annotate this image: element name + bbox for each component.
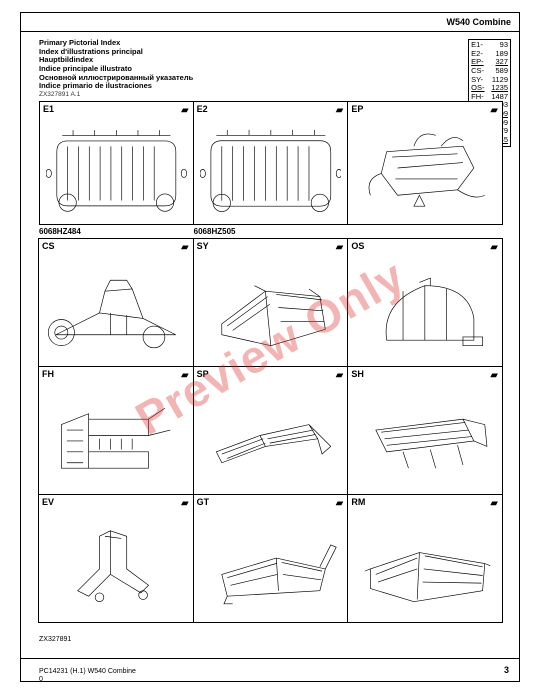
line-art xyxy=(354,255,496,360)
book-icon: ▰ xyxy=(336,370,344,381)
grid-cell-e2: E2 ▰ xyxy=(193,101,349,225)
line-art xyxy=(45,511,187,616)
cell-tag: E1 xyxy=(43,104,54,114)
title-line: Indice primario de ilustraciones xyxy=(39,82,193,91)
cell-tag: GT xyxy=(197,497,210,507)
ref-code: ZX327891 A.1 xyxy=(39,91,80,98)
book-icon: ▰ xyxy=(181,498,189,509)
grid-cell-fh: FH ▰ xyxy=(38,366,194,495)
line-art xyxy=(354,118,496,218)
grid-cell-sy: SY ▰ xyxy=(193,238,349,367)
book-icon: ▰ xyxy=(181,105,189,116)
line-art xyxy=(200,255,342,360)
header-rule xyxy=(21,31,519,32)
line-art xyxy=(354,383,496,488)
cell-tag: RM xyxy=(351,497,365,507)
book-icon: ▰ xyxy=(490,105,498,116)
cell-sub: 6068HZ484 xyxy=(39,227,194,236)
line-art xyxy=(45,255,187,360)
book-icon: ▰ xyxy=(490,370,498,381)
book-icon: ▰ xyxy=(181,242,189,253)
footer-ref: ZX327891 xyxy=(39,636,71,643)
footer-page-number: 3 xyxy=(504,665,509,675)
footer-left: PC14231 (H.1) W540 Combine xyxy=(39,668,136,675)
cell-sub xyxy=(348,227,503,236)
page: W540 Combine Primary Pictorial Index Ind… xyxy=(20,12,520,682)
cell-tag: CS xyxy=(42,241,55,251)
book-icon: ▰ xyxy=(490,498,498,509)
line-art xyxy=(46,118,187,218)
header-title: W540 Combine xyxy=(446,17,511,27)
grid-cell-gt: GT ▰ xyxy=(193,494,349,623)
book-icon: ▰ xyxy=(336,242,344,253)
cell-tag: EP xyxy=(351,104,363,114)
book-icon: ▰ xyxy=(181,370,189,381)
line-art xyxy=(200,511,342,616)
grid-cell-sh: SH ▰ xyxy=(347,366,503,495)
footer-rule xyxy=(21,658,519,659)
book-icon: ▰ xyxy=(336,498,344,509)
sub-row-1: 6068HZ484 6068HZ505 xyxy=(39,227,503,236)
grid-cell-e1: E1 ▰ xyxy=(39,101,194,225)
cell-tag: SP xyxy=(197,369,209,379)
line-art xyxy=(45,383,187,488)
pictorial-grid: E1 ▰ E2 ▰ EP ▰ CS ▰ SY ▰ OS ▰ FH ▰ SP ▰ SH ▰ EV ▰ GT ▰ RM ▰ xyxy=(39,101,503,609)
book-icon: ▰ xyxy=(336,105,344,116)
grid-cell-rm: RM ▰ xyxy=(347,494,503,623)
cell-tag: E2 xyxy=(197,104,208,114)
grid-cell-ev: EV ▰ xyxy=(38,494,194,623)
cell-tag: OS xyxy=(351,241,364,251)
grid-cell-cs: CS ▰ xyxy=(38,238,194,367)
cell-tag: SH xyxy=(351,369,364,379)
grid-cell-os: OS ▰ xyxy=(347,238,503,367)
line-art xyxy=(200,118,342,218)
book-icon: ▰ xyxy=(490,242,498,253)
line-art xyxy=(200,383,342,488)
grid-cell-sp: SP ▰ xyxy=(193,366,349,495)
title-block: Primary Pictorial Index Index d'illustra… xyxy=(39,39,193,91)
cell-tag: SY xyxy=(197,241,209,251)
grid-cell-ep: EP ▰ xyxy=(347,101,503,225)
cell-tag: EV xyxy=(42,497,54,507)
footer-left2: 0 xyxy=(39,676,43,683)
cell-sub: 6068HZ505 xyxy=(194,227,349,236)
cell-tag: FH xyxy=(42,369,54,379)
line-art xyxy=(354,511,496,616)
